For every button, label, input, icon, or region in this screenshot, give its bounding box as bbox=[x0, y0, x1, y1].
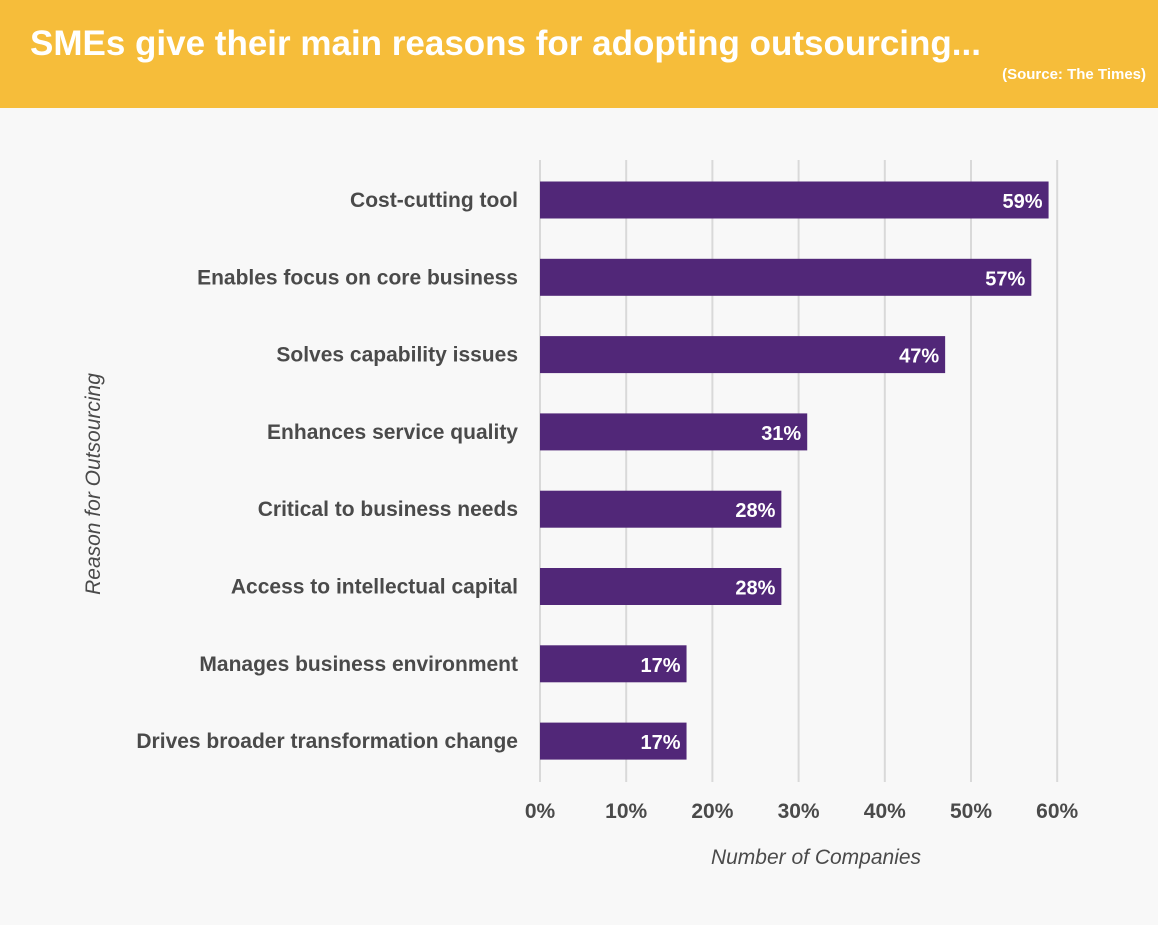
bar bbox=[540, 258, 1032, 296]
bar bbox=[540, 181, 1049, 219]
x-tick-label: 20% bbox=[691, 800, 733, 823]
x-tick-labels: 0% 10% 20% 30% 40% 50% 60% bbox=[525, 800, 1079, 823]
data-label: 17% bbox=[641, 732, 681, 754]
x-tick-label: 30% bbox=[778, 800, 820, 823]
grid-lines bbox=[539, 160, 1059, 782]
x-axis-title: Number of Companies bbox=[711, 846, 922, 869]
category-label: Manages business environment bbox=[199, 653, 518, 676]
x-tick-label: 40% bbox=[864, 800, 906, 823]
data-label: 47% bbox=[899, 346, 939, 368]
x-tick-label: 10% bbox=[605, 800, 647, 823]
chart-title: SMEs give their main reasons for adoptin… bbox=[30, 24, 981, 63]
y-axis-title: Reason for Outsourcing bbox=[82, 373, 105, 595]
chart-source: (Source: The Times) bbox=[1002, 66, 1146, 83]
data-label: 28% bbox=[735, 500, 775, 522]
data-label: 57% bbox=[985, 268, 1025, 290]
category-label: Drives broader transformation change bbox=[136, 730, 518, 753]
data-label: 28% bbox=[735, 578, 775, 600]
bars bbox=[540, 181, 1049, 760]
category-label: Critical to business needs bbox=[258, 498, 518, 521]
bar bbox=[540, 336, 946, 374]
category-label: Enhances service quality bbox=[267, 421, 518, 444]
category-labels: Cost-cutting tool Enables focus on core b… bbox=[136, 189, 518, 753]
category-label: Enables focus on core business bbox=[197, 266, 518, 289]
x-tick-label: 60% bbox=[1036, 800, 1078, 823]
data-label: 31% bbox=[761, 423, 801, 445]
x-tick-label: 50% bbox=[950, 800, 992, 823]
data-label: 17% bbox=[641, 655, 681, 677]
bar bbox=[540, 490, 782, 528]
bar bbox=[540, 568, 782, 605]
data-label: 59% bbox=[1003, 191, 1043, 213]
value-labels: 59% 57% 47% 31% 28% 28% 17% 17% bbox=[641, 191, 1043, 754]
category-label: Access to intellectual capital bbox=[231, 576, 518, 599]
category-label: Solves capability issues bbox=[276, 344, 518, 367]
bar bbox=[540, 722, 687, 760]
x-tick-label: 0% bbox=[525, 800, 556, 823]
bar bbox=[540, 645, 687, 683]
bar bbox=[540, 413, 808, 451]
category-label: Cost-cutting tool bbox=[350, 189, 518, 212]
header-banner: SMEs give their main reasons for adoptin… bbox=[0, 0, 1158, 108]
